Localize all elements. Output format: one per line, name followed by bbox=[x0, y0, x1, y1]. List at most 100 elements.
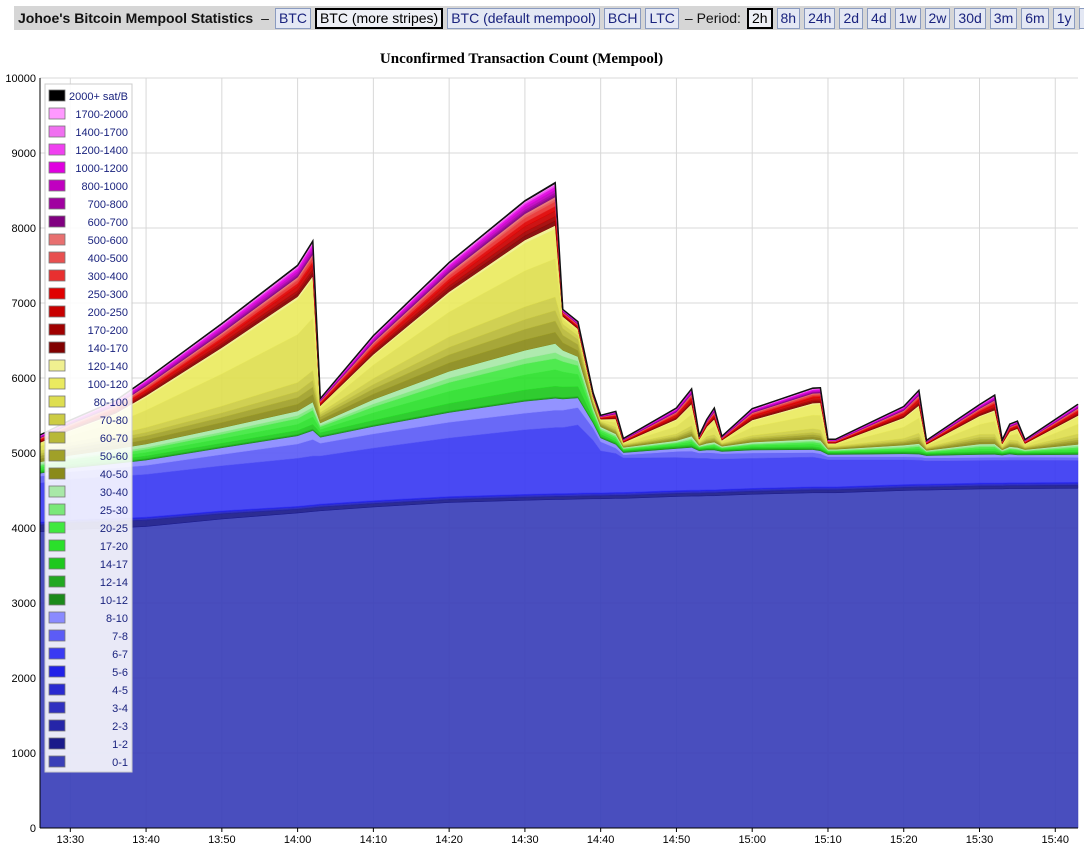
legend-item-170-200[interactable]: 170-200 bbox=[48, 323, 128, 337]
period-button-1w[interactable]: 1w bbox=[894, 7, 921, 29]
legend-item-80-100[interactable]: 80-100 bbox=[48, 395, 128, 409]
legend-item-40-50[interactable]: 40-50 bbox=[48, 467, 128, 481]
x-tick-label: 13:30 bbox=[57, 834, 85, 846]
legend-item-0-1[interactable]: 0-1 bbox=[48, 755, 128, 769]
legend-label: 400-500 bbox=[88, 253, 128, 265]
x-tick-label: 15:10 bbox=[814, 834, 842, 846]
legend-label: 300-400 bbox=[88, 271, 128, 283]
coin-button-ltc[interactable]: LTC bbox=[645, 7, 679, 29]
legend-item-4-5[interactable]: 4-5 bbox=[48, 683, 128, 697]
coin-button-btc[interactable]: BTC bbox=[274, 7, 311, 29]
legend-label: 50-60 bbox=[100, 451, 128, 463]
legend-item-8-10[interactable]: 8-10 bbox=[48, 611, 128, 625]
legend-item-60-70[interactable]: 60-70 bbox=[48, 431, 128, 445]
legend-swatch bbox=[48, 233, 66, 246]
legend-item-800-1000[interactable]: 800-1000 bbox=[48, 179, 129, 193]
x-tick-label: 14:10 bbox=[360, 834, 388, 846]
legend-item-1700-2000[interactable]: 1700-2000 bbox=[48, 107, 128, 121]
period-button-4d[interactable]: 4d bbox=[867, 7, 891, 29]
legend-item-5-6[interactable]: 5-6 bbox=[48, 665, 128, 679]
legend-item-1400-1700[interactable]: 1400-1700 bbox=[48, 125, 128, 139]
legend-item-10-12[interactable]: 10-12 bbox=[48, 593, 128, 607]
period-button-6m[interactable]: 6m bbox=[1021, 7, 1049, 29]
legend-item-250-300[interactable]: 250-300 bbox=[48, 287, 128, 301]
legend-label: 30-40 bbox=[100, 487, 128, 499]
mempool-chart-container: Unconfirmed Transaction Count (Mempool) … bbox=[0, 40, 1084, 848]
legend-label: 600-700 bbox=[88, 217, 128, 229]
legend-label: 800-1000 bbox=[82, 181, 129, 193]
legend-item-12-14[interactable]: 12-14 bbox=[48, 575, 128, 589]
legend-swatch bbox=[48, 413, 66, 426]
legend-label: 1-2 bbox=[112, 739, 128, 751]
period-button-all[interactable]: all bbox=[1079, 7, 1084, 29]
y-tick-label: 2000 bbox=[12, 673, 36, 685]
legend-swatch bbox=[48, 449, 66, 462]
period-button-2d[interactable]: 2d bbox=[839, 7, 864, 29]
legend-label: 500-600 bbox=[88, 235, 128, 247]
legend-swatch bbox=[48, 539, 66, 552]
legend-label: 60-70 bbox=[100, 433, 128, 445]
legend-item-25-30[interactable]: 25-30 bbox=[48, 503, 128, 517]
legend-item-400-500[interactable]: 400-500 bbox=[48, 251, 128, 265]
x-tick-label: 15:30 bbox=[966, 834, 994, 846]
legend-item-14-17[interactable]: 14-17 bbox=[48, 557, 128, 571]
period-button-30d[interactable]: 30d bbox=[954, 7, 986, 29]
legend-swatch bbox=[48, 107, 66, 120]
title-separator: – bbox=[261, 10, 269, 26]
legend-swatch bbox=[48, 89, 66, 102]
legend-swatch bbox=[48, 737, 66, 750]
legend-label: 6-7 bbox=[112, 649, 128, 661]
legend-item-50-60[interactable]: 50-60 bbox=[48, 449, 128, 463]
legend-label: 2-3 bbox=[112, 721, 128, 733]
y-tick-label: 7000 bbox=[12, 298, 36, 310]
legend-item-600-700[interactable]: 600-700 bbox=[48, 215, 128, 229]
legend-swatch bbox=[48, 341, 66, 354]
legend-swatch bbox=[48, 359, 66, 372]
legend-item-70-80[interactable]: 70-80 bbox=[48, 413, 128, 427]
period-button-24h[interactable]: 24h bbox=[804, 7, 836, 29]
legend-item-100-120[interactable]: 100-120 bbox=[48, 377, 128, 391]
legend-swatch bbox=[48, 647, 66, 660]
legend-label: 0-1 bbox=[112, 757, 128, 769]
legend-item-2000-sat-b[interactable]: 2000+ sat/B bbox=[48, 89, 128, 103]
legend-label: 5-6 bbox=[112, 667, 128, 679]
period-button-3m[interactable]: 3m bbox=[989, 7, 1018, 29]
legend-item-500-600[interactable]: 500-600 bbox=[48, 233, 128, 247]
legend-item-2-3[interactable]: 2-3 bbox=[48, 719, 128, 733]
legend-label: 250-300 bbox=[88, 289, 128, 301]
legend-label: 12-14 bbox=[100, 577, 128, 589]
legend-swatch bbox=[48, 395, 66, 408]
legend-item-300-400[interactable]: 300-400 bbox=[48, 269, 128, 283]
legend-item-700-800[interactable]: 700-800 bbox=[48, 197, 128, 211]
legend-item-3-4[interactable]: 3-4 bbox=[48, 701, 128, 715]
coin-button-btc-default-mempool[interactable]: BTC (default mempool) bbox=[447, 7, 600, 29]
plot-area bbox=[39, 77, 1079, 829]
legend-swatch bbox=[48, 467, 66, 480]
legend-item-1000-1200[interactable]: 1000-1200 bbox=[48, 161, 128, 175]
period-button-8h[interactable]: 8h bbox=[776, 7, 801, 29]
legend-swatch bbox=[48, 215, 66, 228]
legend-swatch bbox=[48, 143, 66, 156]
legend-item-30-40[interactable]: 30-40 bbox=[48, 485, 128, 499]
period-button-1y[interactable]: 1y bbox=[1052, 7, 1076, 29]
legend-swatch bbox=[48, 611, 66, 624]
coin-button-bch[interactable]: BCH bbox=[603, 7, 642, 29]
legend-label: 1700-2000 bbox=[75, 109, 128, 121]
legend-item-140-170[interactable]: 140-170 bbox=[48, 341, 128, 355]
period-button-2w[interactable]: 2w bbox=[924, 7, 951, 29]
legend-item-20-25[interactable]: 20-25 bbox=[48, 521, 128, 535]
legend-label: 80-100 bbox=[94, 397, 128, 409]
legend-item-120-140[interactable]: 120-140 bbox=[48, 359, 128, 373]
legend-label: 1200-1400 bbox=[75, 145, 128, 157]
coin-button-btc-more-stripes[interactable]: BTC (more stripes) bbox=[314, 7, 444, 29]
period-button-2h[interactable]: 2h bbox=[746, 7, 773, 29]
legend-swatch bbox=[48, 629, 66, 642]
legend-item-17-20[interactable]: 17-20 bbox=[48, 539, 128, 553]
legend-item-7-8[interactable]: 7-8 bbox=[48, 629, 128, 643]
legend: 2000+ sat/B 1700-2000 1400-1700 1200-1400 10… bbox=[44, 83, 133, 773]
legend-item-6-7[interactable]: 6-7 bbox=[48, 647, 128, 661]
period-label: – Period: bbox=[684, 10, 741, 26]
legend-item-200-250[interactable]: 200-250 bbox=[48, 305, 128, 319]
legend-item-1-2[interactable]: 1-2 bbox=[48, 737, 128, 751]
legend-item-1200-1400[interactable]: 1200-1400 bbox=[48, 143, 128, 157]
